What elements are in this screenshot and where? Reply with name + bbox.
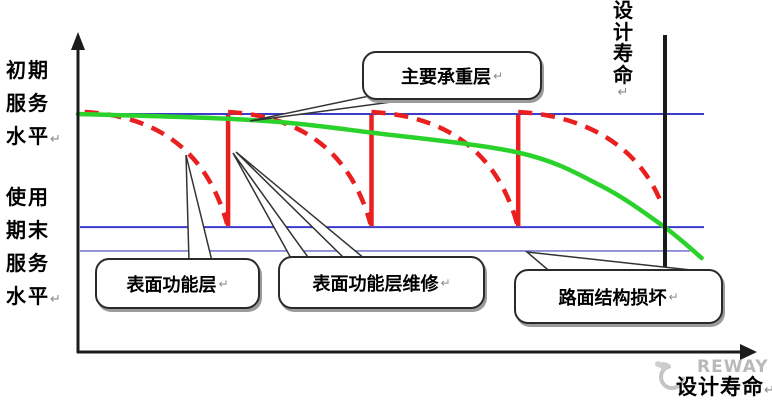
callout-text: 表面功能层 (126, 274, 217, 296)
surface-layer-decay-curve (227, 109, 373, 225)
return-mark-icon: ↵ (50, 132, 61, 147)
callout-text: 主要承重层 (400, 66, 491, 88)
y-axis-arrow-icon (71, 32, 85, 50)
reway-logo-icon (655, 361, 685, 390)
label-line: 服务 (6, 251, 50, 275)
surface-layer-decay-curve (371, 109, 520, 225)
return-mark-icon: ↵ (50, 292, 61, 307)
return-mark-icon: ↵ (668, 289, 679, 304)
return-mark-icon: ↵ (492, 68, 504, 83)
callout-text: 表面功能层维修 (312, 273, 439, 295)
callout-tail-surface (185, 154, 213, 262)
label-line: 期末 (6, 218, 50, 242)
terminal-service-level-label: 使用 期末 服务 水平↵ (6, 181, 68, 316)
label-line: 水平↵ (6, 284, 61, 308)
callout-tail-maintenance-2 (235, 151, 368, 260)
return-mark-icon: ↵ (764, 383, 772, 398)
return-mark-icon: ↵ (218, 276, 229, 291)
structural-layer-curve (75, 111, 704, 261)
return-mark-icon: ↵ (440, 275, 451, 290)
callout-pavement-structure-damage: 路面结构损坏 ↵ (514, 269, 723, 324)
callout-main-bearing-layer: 主要承重层 ↵ (362, 51, 542, 100)
label-line: 使用 (6, 185, 50, 209)
watermark-text: REWAY (697, 357, 769, 377)
initial-service-level-label: 初期 服务 水平↵ (6, 54, 68, 156)
label-line: 服务 (6, 91, 50, 115)
callout-surface-functional-layer: 表面功能层 ↵ (95, 258, 260, 309)
chart-dynamic-layer (75, 35, 704, 270)
surface-layer-decay-curve (84, 109, 230, 225)
callout-text: 路面结构损坏 (558, 287, 667, 309)
callout-surface-layer-maintenance: 表面功能层维修 ↵ (278, 256, 485, 309)
return-mark-icon: ↵ (617, 85, 629, 100)
label-line: 初期 (6, 58, 50, 82)
label-line: 水平↵ (6, 124, 61, 148)
x-axis-design-life-label: 设计寿命↵ (676, 371, 772, 401)
surface-layer-decay-curve (518, 109, 665, 206)
design-life-vertical-label: 设 计 寿 命 ↵ (606, 0, 640, 100)
x-axis-arrow-icon (740, 344, 757, 360)
